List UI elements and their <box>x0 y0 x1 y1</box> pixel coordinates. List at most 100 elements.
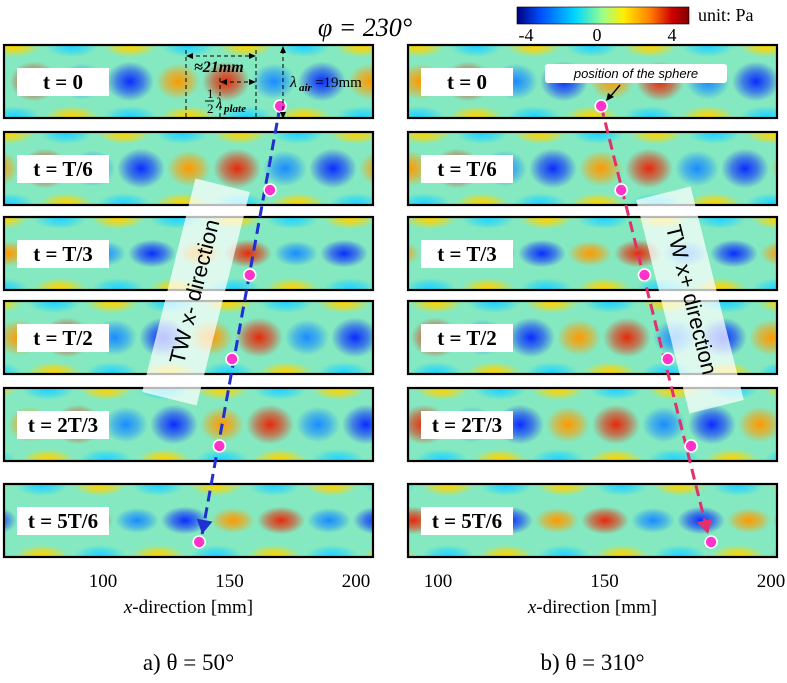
field-blob <box>422 545 474 557</box>
field-blob <box>624 106 676 118</box>
sphere-marker <box>263 183 277 197</box>
time-label-box <box>421 507 513 535</box>
field-blob <box>364 484 373 494</box>
field-blob <box>92 278 144 290</box>
field-blob <box>408 242 420 265</box>
field-blob <box>782 64 787 100</box>
field-blob <box>306 545 358 557</box>
field-blob <box>22 388 74 400</box>
sphere-label-box <box>545 64 727 83</box>
field-blob <box>156 132 208 144</box>
field-blob <box>770 548 777 557</box>
field-blob <box>74 484 126 496</box>
field-blob <box>266 217 318 229</box>
field-blob <box>462 217 514 229</box>
field-blob <box>202 362 254 374</box>
half-frac-den: 2 <box>207 101 214 116</box>
field-blob <box>80 388 132 400</box>
field-blob <box>28 362 80 374</box>
field-blob <box>34 278 86 290</box>
field-blob <box>138 449 190 461</box>
field-blob <box>16 484 68 496</box>
field-blob <box>104 45 156 57</box>
field-blob <box>211 507 255 534</box>
field-blob <box>220 106 272 118</box>
field-blob <box>566 106 618 118</box>
field-blob <box>4 217 28 229</box>
time-label-box <box>17 411 109 439</box>
time-label-box <box>421 240 513 268</box>
frame-a-2: t = T/3 <box>2 215 375 292</box>
field-blob <box>584 362 636 374</box>
field-blob <box>688 193 740 205</box>
field-blob <box>771 156 777 181</box>
field-blob <box>359 151 373 186</box>
half-lambda-sub: plate <box>223 103 246 115</box>
field-blob <box>456 132 508 144</box>
panel-a: t = 0 t = T/6 t = T/3 t = T/2 t = 2T/3 t = 5T… <box>2 43 375 675</box>
field-blob <box>422 484 474 496</box>
field-blob <box>117 148 165 189</box>
field-blob <box>298 61 346 102</box>
field-blob <box>538 545 590 557</box>
sphere-marker <box>242 268 257 282</box>
time-label: t = T/3 <box>33 242 92 266</box>
field-blob <box>677 506 725 535</box>
field-blob <box>80 449 132 461</box>
arrowhead <box>280 46 286 53</box>
field-blob <box>474 449 526 461</box>
field-blob <box>764 388 777 399</box>
field-blob <box>596 545 648 557</box>
field-blob <box>408 106 444 118</box>
time-label: t = T/2 <box>437 326 496 350</box>
field-blob <box>538 484 590 496</box>
field-blob <box>557 319 601 356</box>
field-blob <box>336 45 373 57</box>
panel-caption: b) θ = 310° <box>540 650 644 675</box>
sphere-pointer <box>609 84 621 98</box>
field-blob <box>272 132 324 144</box>
field-blob <box>220 45 272 57</box>
field-blob <box>257 506 305 535</box>
field-blob <box>320 239 368 268</box>
field-blob <box>28 301 80 313</box>
time-label-box <box>17 68 109 96</box>
x-axis-label-italic: x <box>123 597 133 618</box>
field-blob <box>213 148 261 189</box>
field-blob <box>760 241 777 266</box>
field-blob <box>40 193 92 205</box>
time-label-box <box>421 411 513 439</box>
field-blob <box>252 63 296 100</box>
time-label-box <box>421 324 513 352</box>
frame-border <box>2 43 375 120</box>
field-blob <box>348 63 373 100</box>
frame-border <box>2 130 375 207</box>
frame-border <box>406 482 779 559</box>
field-blob <box>4 301 22 313</box>
field-blob <box>764 450 777 461</box>
field-pattern <box>408 484 777 557</box>
field-blob <box>4 45 40 57</box>
field-blob <box>34 217 86 229</box>
field-blob <box>456 193 508 205</box>
lambda-air: λ <box>289 74 297 91</box>
field-blob <box>296 406 340 443</box>
time-label: t = 2T/3 <box>28 413 98 437</box>
frame-border <box>406 215 779 292</box>
field-blob <box>285 319 329 356</box>
field-blob <box>518 239 566 268</box>
field-blob <box>312 388 364 400</box>
field-blob <box>156 63 200 100</box>
field-blob <box>468 301 520 313</box>
frame-a-5: t = 5T/6 <box>2 482 375 559</box>
time-label-box <box>17 324 109 352</box>
sphere-marker <box>273 99 287 113</box>
field-blob <box>274 240 318 267</box>
field-blob <box>408 193 450 205</box>
field-blob <box>642 406 686 443</box>
frame-a-1: t = T/6 <box>2 130 375 207</box>
x-tick-label: 150 <box>215 571 244 592</box>
arrowhead <box>280 112 286 119</box>
field-blob <box>331 317 373 358</box>
